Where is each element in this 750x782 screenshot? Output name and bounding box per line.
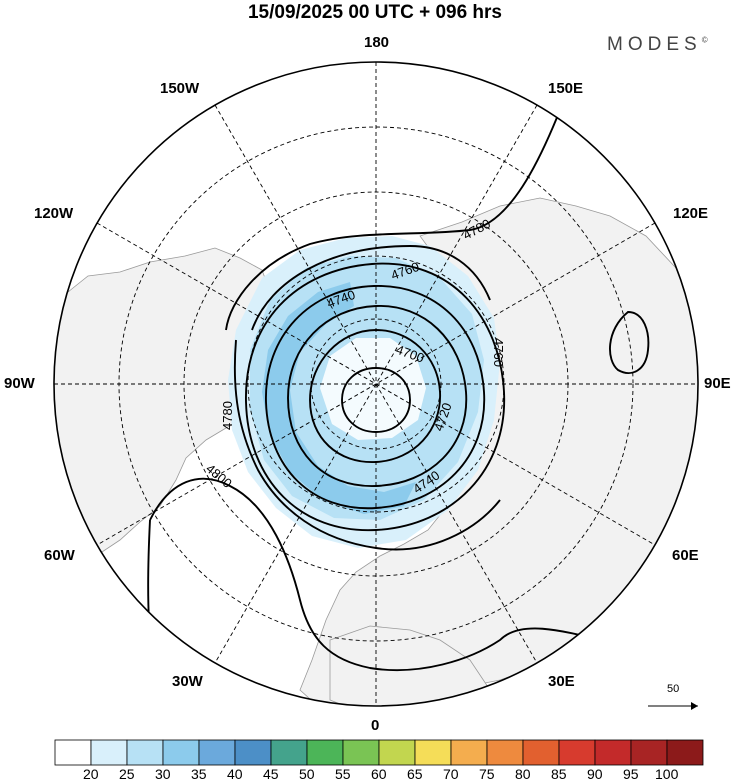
- lon-label-60e: 60E: [672, 547, 699, 564]
- lon-label-150e: 150E: [548, 80, 584, 97]
- colorbar-swatch: [342, 739, 380, 766]
- contour-4700: [309, 329, 441, 463]
- copyright-mark: ©: [701, 35, 708, 45]
- reference-vector-value: 50: [667, 683, 680, 695]
- colorbar-tick-label: 25: [119, 766, 135, 782]
- wind-shading: [228, 236, 500, 548]
- colorbar-tick-label: 90: [587, 766, 603, 782]
- chart-title: 15/09/2025 00 UTC + 096 hrs: [247, 2, 503, 23]
- colorbar-swatch: [306, 739, 344, 766]
- colorbar-tick-label: 100: [655, 766, 679, 782]
- contour-4780-west: [233, 339, 501, 551]
- contours: [147, 109, 650, 701]
- colorbar-swatch: [126, 739, 164, 766]
- lon-label-150w: 150W: [160, 80, 200, 97]
- lon-label-120e: 120E: [673, 205, 709, 222]
- meridian-120e-60w: [96, 222, 656, 546]
- colorbar-tick-label: 20: [83, 766, 99, 782]
- colorbar-swatch: [666, 739, 704, 766]
- contour-4760-outer: [251, 245, 491, 331]
- lon-label-180: 180: [364, 34, 390, 51]
- colorbar-swatch: [198, 739, 236, 766]
- contour-4760: [245, 262, 506, 532]
- colorbar-swatch: [234, 739, 272, 766]
- colorbar-swatch: [594, 739, 632, 766]
- lon-label-120w: 120W: [34, 205, 74, 222]
- lon-label-90w: 90W: [4, 375, 35, 392]
- contour-4720: [287, 305, 468, 487]
- contour-4740: [265, 285, 486, 510]
- contour-4780: [225, 109, 561, 331]
- colorbar-tick-label: 95: [623, 766, 639, 782]
- contour-low-east: [609, 311, 650, 375]
- colorbar-swatch: [54, 739, 92, 766]
- colorbar-swatch: [558, 739, 596, 766]
- colorbar-tick-label: 60: [371, 766, 387, 782]
- brand-name: MODES: [607, 34, 702, 55]
- colorbar-tick-label: 40: [227, 766, 243, 782]
- contour-4700-inner: [341, 367, 411, 433]
- colorbar-swatch: [414, 739, 452, 766]
- lon-label-30w: 30W: [172, 673, 203, 690]
- contour-label: 4780: [220, 401, 235, 430]
- reference-vector-arrow: [648, 702, 698, 710]
- colorbar-swatch: [270, 739, 308, 766]
- colorbar-tick-label: 35: [191, 766, 207, 782]
- colorbar-tick-label: 85: [551, 766, 567, 782]
- meridians: [54, 62, 698, 706]
- colorbar-tick-label: 30: [155, 766, 171, 782]
- wind-shade-core-ring: [320, 338, 426, 440]
- colorbar-tick-label: 75: [479, 766, 495, 782]
- colorbar-swatch: [630, 739, 668, 766]
- globe-border: [53, 61, 699, 707]
- lon-label-30e: 30E: [548, 673, 575, 690]
- colorbar-swatch: [522, 739, 560, 766]
- lon-label-90e: 90E: [704, 375, 731, 392]
- colorbar-swatch: [378, 739, 416, 766]
- colorbar-tick-label: 70: [443, 766, 459, 782]
- colorbar-swatch: [90, 739, 128, 766]
- colorbar-swatch: [162, 739, 200, 766]
- colorbar-tick-label: 80: [515, 766, 531, 782]
- colorbar-swatch: [486, 739, 524, 766]
- colorbar: [54, 739, 704, 766]
- colorbar-tick-label: 45: [263, 766, 279, 782]
- colorbar-swatch: [450, 739, 488, 766]
- contour-label: 4760: [491, 338, 506, 367]
- lon-label-60w: 60W: [44, 547, 75, 564]
- brand-logo: MODES©: [607, 34, 708, 56]
- colorbar-tick-label: 50: [299, 766, 315, 782]
- lon-label-0: 0: [371, 717, 380, 734]
- colorbar-tick-label: 65: [407, 766, 423, 782]
- colorbar-tick-label: 55: [335, 766, 351, 782]
